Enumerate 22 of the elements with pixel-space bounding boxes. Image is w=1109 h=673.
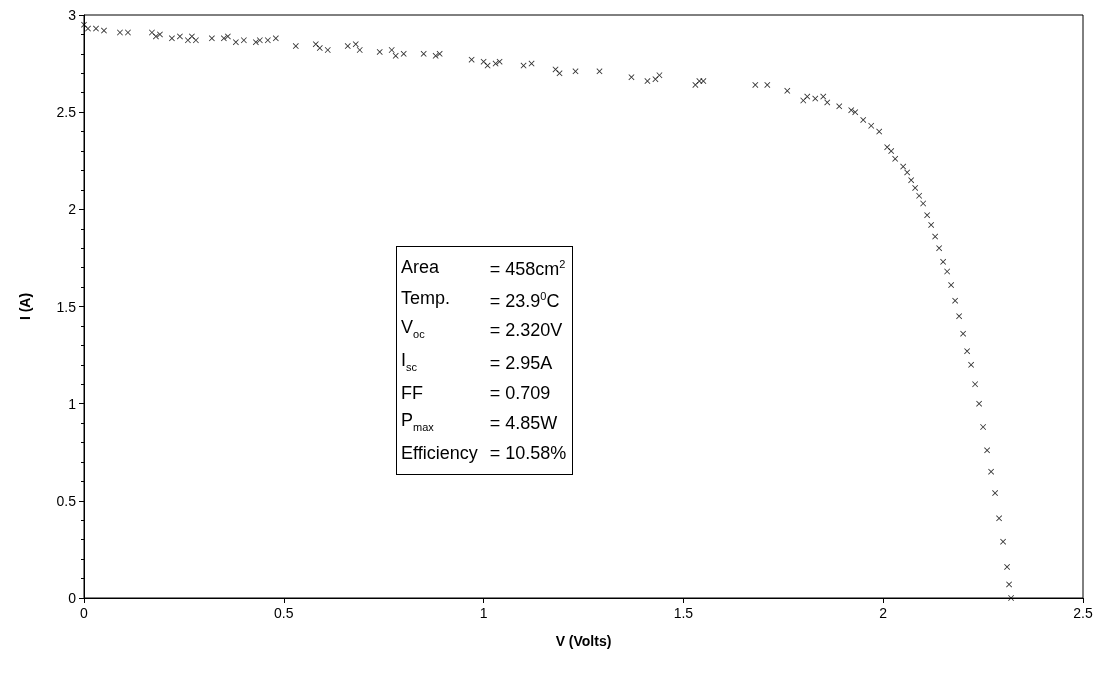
y-tick-label: 1.5 <box>56 298 77 315</box>
text: FF = 0.709 <box>401 383 551 404</box>
y-tick-label: 2.5 <box>56 104 77 121</box>
annotation: Efficiency = 10.58% <box>401 441 567 465</box>
text: Temp. = 23.9$^{0}$C <box>401 288 560 311</box>
y-tick-label: 0 <box>68 590 77 606</box>
y-tick-label: 0.5 <box>56 492 77 509</box>
x-tick-label: 0 <box>80 605 89 621</box>
text: Area = 458cm$^{2}$ <box>401 256 566 279</box>
y-tick-label: 1 <box>68 395 77 412</box>
y-tick-label: 3 <box>68 7 77 23</box>
text: I$_{sc}$ = 2.95A <box>401 350 553 374</box>
x-tick-label: 0.5 <box>274 605 294 621</box>
text: V$_{oc}$ = 2.320V <box>401 317 563 341</box>
text: P$_{max}$ = 4.85W <box>401 409 558 433</box>
x-axis-title: V (Volts) <box>555 633 612 649</box>
x-tick-label: 2 <box>879 605 888 621</box>
x-tick-label: 2.5 <box>1073 605 1093 621</box>
x-tick-label: 1.5 <box>673 605 694 621</box>
x-tick-label: 1 <box>479 605 488 621</box>
y-axis-title: I (A) <box>17 292 33 321</box>
y-tick-label: 2 <box>68 201 77 218</box>
